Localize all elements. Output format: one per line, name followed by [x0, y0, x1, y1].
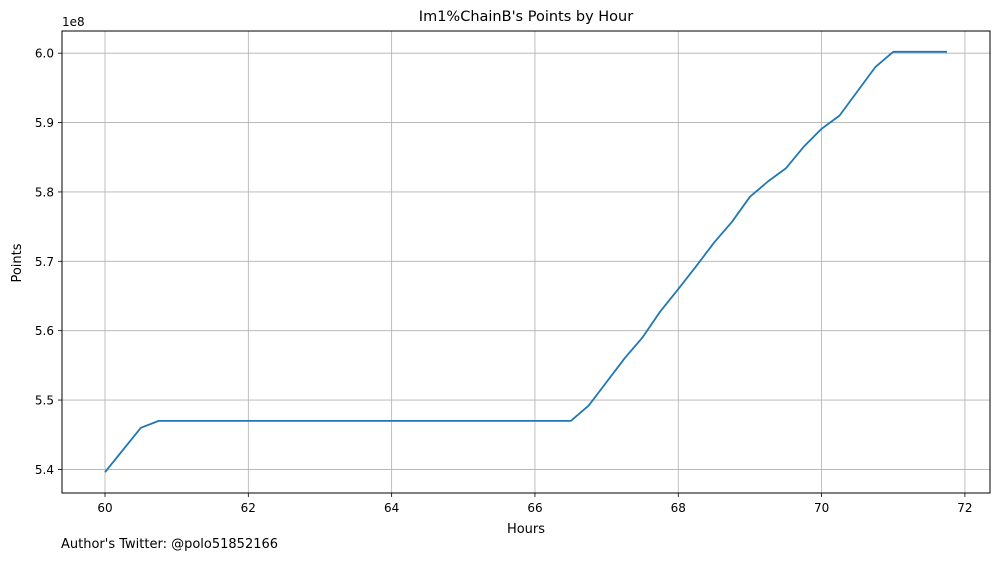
chart-title: Im1%ChainB's Points by Hour [419, 9, 633, 25]
series-lines [104, 50, 947, 473]
x-tick-label: 72 [957, 501, 972, 515]
y-tick-label: 5.4 [35, 463, 54, 477]
series-line [104, 50, 947, 473]
y-tick-label: 5.8 [35, 185, 54, 199]
y-tick-label: 5.6 [35, 324, 54, 338]
author-twitter-note: Author's Twitter: @polo51852166 [61, 537, 279, 552]
x-axis-ticks: 60 62 64 66 68 70 72 [97, 493, 973, 515]
x-axis-title: Hours [507, 522, 545, 537]
plot-frame [61, 30, 991, 494]
x-tick-label: 62 [241, 501, 256, 515]
y-axis-ticks: 5.4 5.5 5.6 5.7 5.8 5.9 6.0 [35, 47, 62, 477]
y-tick-label: 6.0 [35, 47, 54, 61]
x-tick-label: 60 [97, 501, 112, 515]
y-tick-label: 5.5 [35, 394, 54, 408]
y-axis-title: Points [10, 243, 25, 282]
y-tick-label: 5.7 [35, 255, 54, 269]
x-tick-label: 66 [527, 501, 542, 515]
grid-lines [62, 31, 990, 493]
y-axis-offset-label: 1e8 [62, 15, 85, 29]
x-tick-label: 68 [671, 501, 686, 515]
x-tick-label: 70 [814, 501, 829, 515]
x-tick-label: 64 [384, 501, 399, 515]
y-tick-label: 5.9 [35, 116, 54, 130]
